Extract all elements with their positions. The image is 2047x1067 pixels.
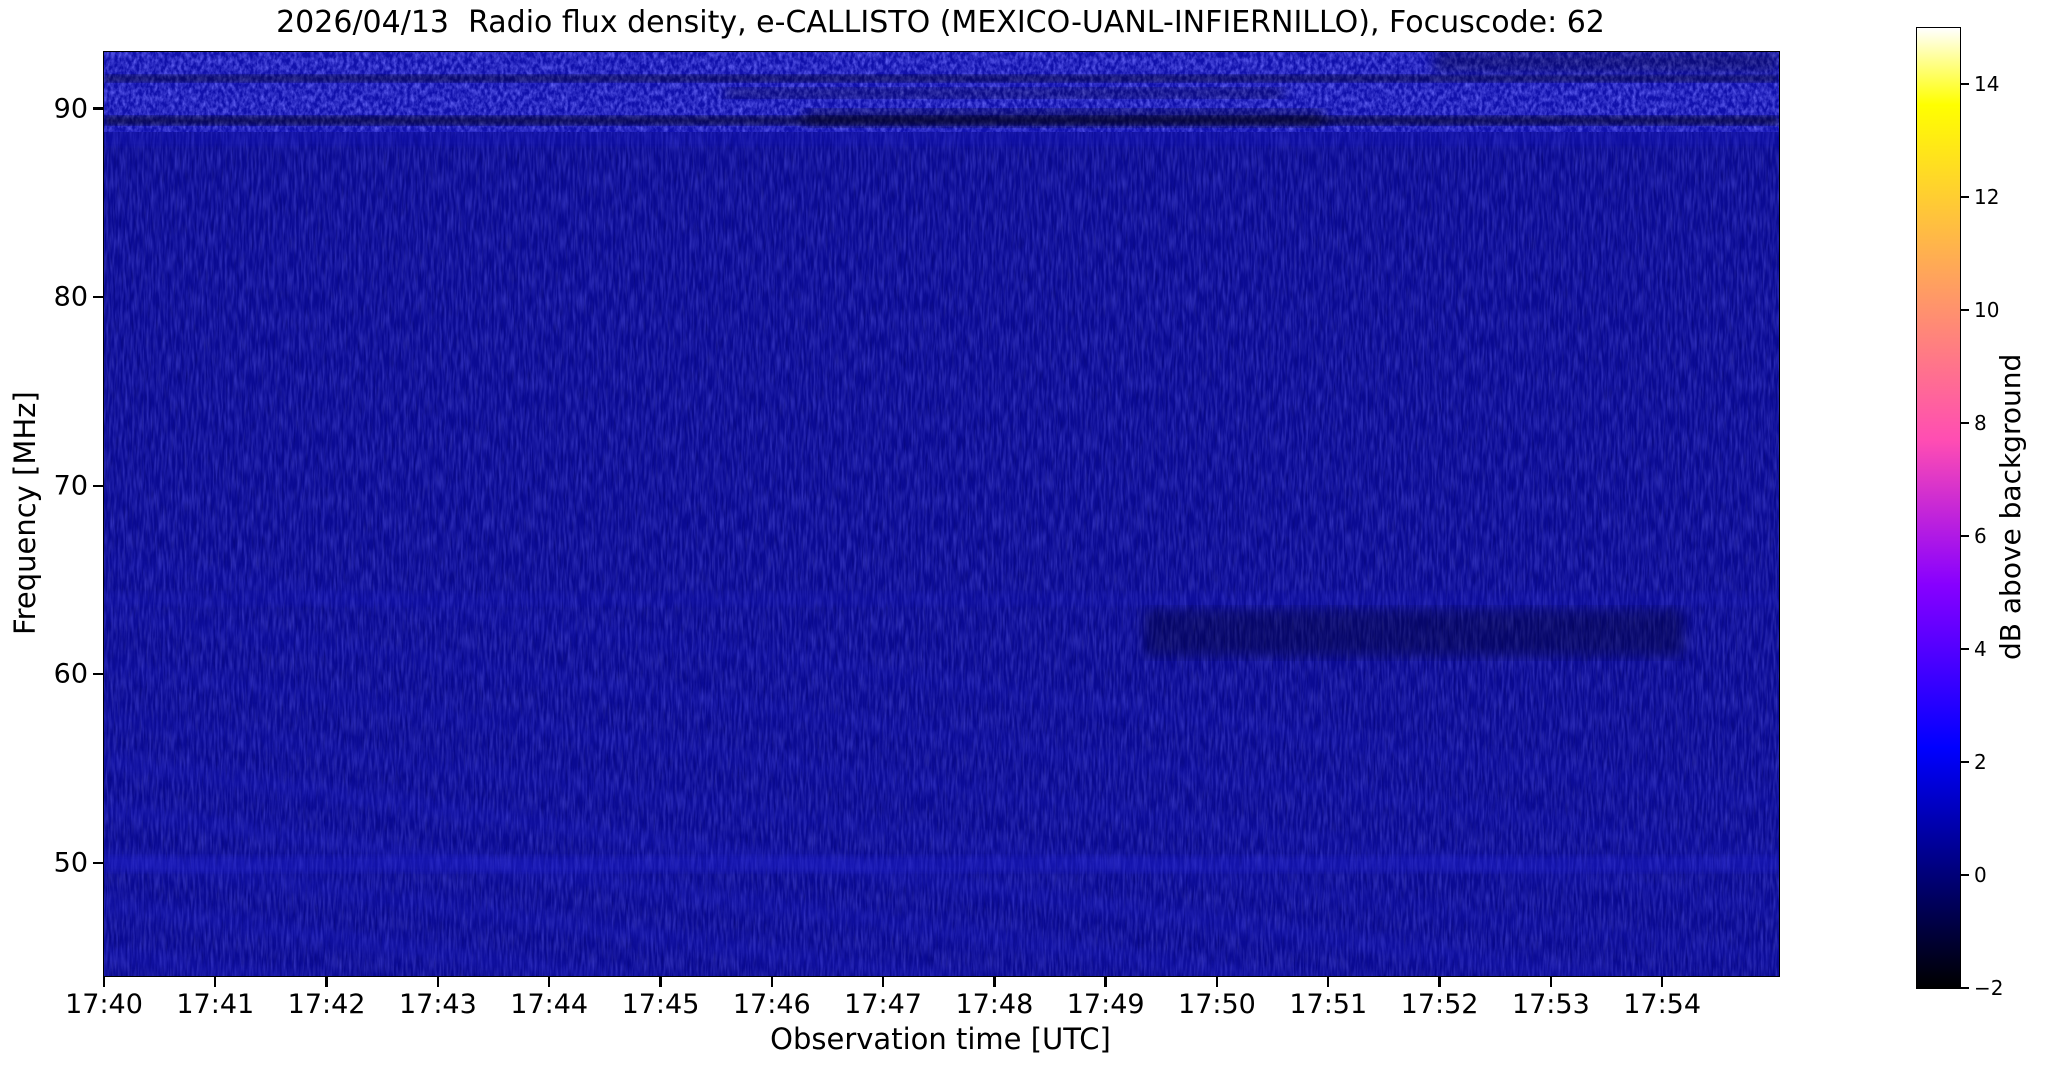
x-tick-mark bbox=[993, 977, 996, 987]
x-tick-mark bbox=[102, 977, 106, 987]
colorbar-tick-label: 0 bbox=[1974, 863, 1987, 888]
chart-title: 2026/04/13 Radio flux density, e-CALLIST… bbox=[276, 5, 1605, 40]
spectrogram-image bbox=[104, 52, 1779, 976]
x-tick-mark bbox=[770, 977, 773, 987]
x-tick-label: 17:45 bbox=[621, 989, 700, 1020]
x-tick-mark bbox=[547, 977, 551, 987]
x-tick-mark bbox=[436, 977, 440, 987]
x-tick-mark bbox=[881, 977, 885, 987]
x-tick-label: 17:43 bbox=[398, 989, 477, 1020]
colorbar-tick-mark bbox=[1961, 309, 1969, 312]
colorbar-tick-label: 6 bbox=[1974, 524, 1987, 549]
x-tick-mark bbox=[1104, 977, 1107, 987]
spectrogram-plot: 90 80 70 60 50 17:40 17:41 17:42 17:43 17:44 17:4… bbox=[54, 51, 1780, 1020]
y-tick-mark bbox=[93, 861, 103, 865]
x-tick-label: 17:49 bbox=[1066, 989, 1145, 1020]
y-tick-mark bbox=[93, 484, 103, 487]
x-tick-label: 17:44 bbox=[510, 989, 589, 1020]
x-tick-label: 17:53 bbox=[1511, 989, 1590, 1020]
y-tick-label: 50 bbox=[53, 847, 88, 879]
colorbar-tick-mark bbox=[1961, 83, 1969, 86]
y-tick-label: 60 bbox=[53, 658, 88, 690]
x-tick-mark bbox=[325, 977, 328, 987]
y-axis-label: Frequency [MHz] bbox=[8, 391, 42, 635]
y-tick-mark bbox=[93, 673, 103, 676]
x-tick-label: 17:52 bbox=[1400, 989, 1479, 1020]
x-tick-label: 17:42 bbox=[287, 989, 366, 1020]
x-tick-mark bbox=[214, 977, 217, 987]
x-tick-mark bbox=[1549, 977, 1553, 987]
colorbar-tick-mark bbox=[1961, 648, 1969, 651]
x-tick-label: 17:41 bbox=[176, 989, 255, 1020]
y-tick-label: 80 bbox=[53, 281, 88, 313]
x-tick-label: 17:54 bbox=[1623, 989, 1702, 1020]
colorbar-tick-mark bbox=[1961, 422, 1969, 425]
y-tick-mark bbox=[93, 295, 103, 299]
y-tick-label: 70 bbox=[53, 470, 88, 502]
x-tick-label: 17:50 bbox=[1178, 989, 1256, 1020]
colorbar-tick-label: 2 bbox=[1974, 750, 1987, 775]
y-tick-mark bbox=[93, 107, 103, 110]
x-tick-mark bbox=[1215, 977, 1219, 987]
x-tick-label: 17:51 bbox=[1289, 989, 1368, 1020]
colorbar-tick-label: 4 bbox=[1974, 637, 1987, 662]
x-tick-mark bbox=[1660, 977, 1664, 987]
x-tick-label: 17:40 bbox=[65, 989, 143, 1020]
colorbar-label: dB above background bbox=[1994, 353, 2027, 661]
colorbar-tick-label: 8 bbox=[1974, 411, 1987, 436]
colorbar-tick-mark bbox=[1961, 196, 1969, 199]
colorbar-gradient bbox=[1917, 28, 1960, 988]
colorbar-tick-mark bbox=[1961, 987, 1969, 989]
colorbar-tick-mark bbox=[1961, 535, 1969, 538]
x-tick-label: 17:46 bbox=[732, 989, 811, 1020]
x-tick-mark bbox=[1327, 977, 1330, 987]
y-tick-label: 90 bbox=[53, 93, 88, 125]
colorbar-tick-mark bbox=[1961, 874, 1969, 877]
colorbar: 14 12 10 8 6 4 2 0 −2 bbox=[1916, 27, 2003, 1000]
x-axis-label: Observation time [UTC] bbox=[770, 1022, 1111, 1056]
x-tick-label: 17:47 bbox=[844, 989, 922, 1020]
x-tick-mark bbox=[1438, 977, 1441, 987]
x-tick-label: 17:48 bbox=[955, 989, 1034, 1020]
colorbar-tick-mark bbox=[1961, 761, 1969, 764]
x-tick-mark bbox=[659, 977, 662, 987]
